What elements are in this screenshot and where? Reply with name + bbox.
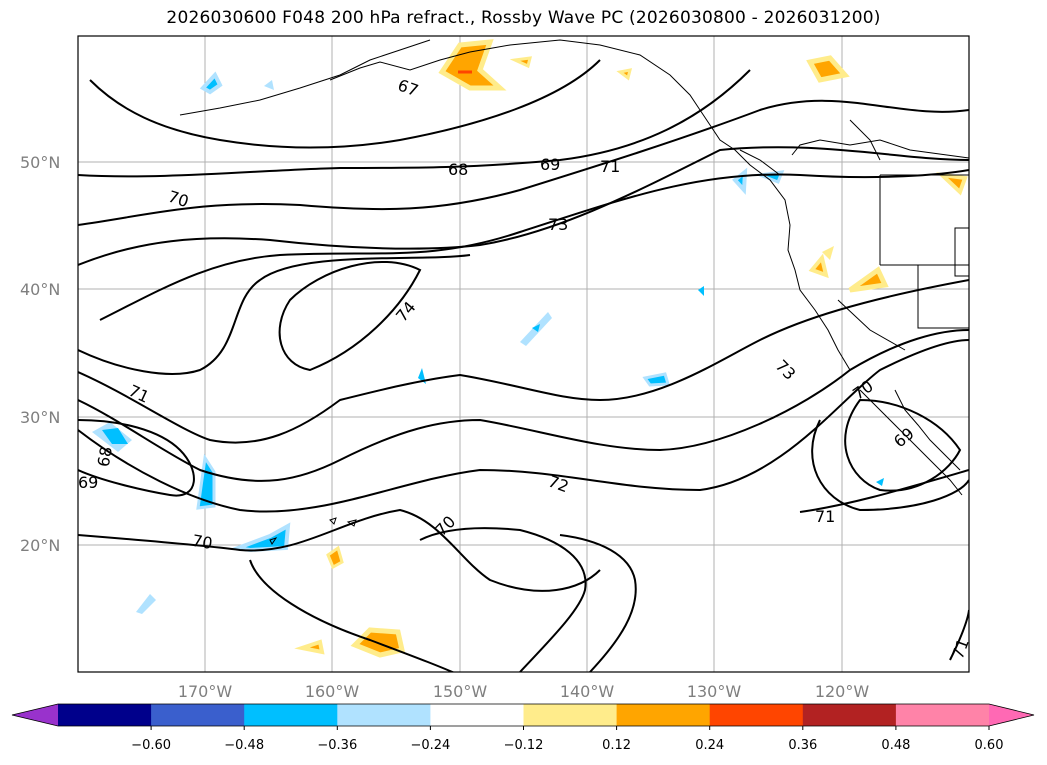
patch-small-2 bbox=[616, 68, 633, 81]
colorbar-tick-label: −0.48 bbox=[224, 738, 264, 753]
contour-label: 71 bbox=[600, 157, 620, 176]
latitude-labels: 50°N 40°N 30°N 20°N bbox=[20, 153, 60, 555]
coast-baja bbox=[859, 389, 963, 496]
lon-label-160w: 160°W bbox=[305, 682, 360, 701]
colorbar-cell bbox=[337, 704, 431, 726]
contour-70c bbox=[249, 559, 455, 672]
lon-label-150w: 150°W bbox=[433, 682, 488, 701]
coast-vancouver bbox=[739, 149, 781, 176]
lon-label-130w: 130°W bbox=[687, 682, 742, 701]
colorbar-cell bbox=[895, 704, 990, 726]
colorbar-tick-label: 0.48 bbox=[881, 738, 910, 753]
lat-label-20n: 20°N bbox=[20, 536, 60, 555]
patch-n-12 bbox=[196, 453, 216, 510]
patch-calif-2 bbox=[822, 246, 834, 260]
patch-nevada bbox=[848, 266, 889, 293]
contour-label: 73 bbox=[548, 215, 568, 234]
patch-bc bbox=[806, 55, 850, 83]
positive-patches bbox=[294, 39, 968, 658]
map-frame bbox=[77, 35, 970, 673]
patch-n-7 bbox=[532, 324, 540, 332]
contours bbox=[78, 59, 969, 672]
colorbar-tick-label: 0.60 bbox=[975, 738, 1004, 753]
colorbar-tick-label: 0.24 bbox=[695, 738, 724, 753]
lon-label-140w: 140°W bbox=[560, 682, 615, 701]
contour-67 bbox=[89, 59, 601, 149]
patch-rockies bbox=[936, 172, 968, 196]
contour-71b bbox=[78, 339, 969, 513]
contour-71c bbox=[419, 527, 587, 672]
colorbar-cell bbox=[709, 704, 804, 726]
contour-label: 68 bbox=[448, 160, 468, 179]
contour-label: 71 bbox=[948, 636, 973, 662]
patch-n-1 bbox=[199, 71, 223, 95]
coast-aleutians bbox=[179, 39, 431, 116]
contour-70a bbox=[78, 99, 969, 226]
colorbar-tick-label: −0.36 bbox=[317, 738, 357, 753]
contour-68b bbox=[78, 419, 195, 497]
patch-n-11 bbox=[102, 428, 128, 444]
colorbar-tick-label: −0.12 bbox=[504, 738, 544, 753]
contour-71a bbox=[78, 146, 969, 266]
colorbar-cell bbox=[151, 704, 245, 726]
colorbar-tick-label: −0.24 bbox=[410, 738, 450, 753]
longitude-labels: 170°W 160°W 150°W 140°W 130°W 120°W bbox=[178, 682, 870, 701]
colorbar-tick-label: 0.36 bbox=[788, 738, 817, 753]
contour-68 bbox=[78, 69, 751, 178]
patch-small-1 bbox=[509, 56, 532, 69]
contour-label: 68 bbox=[94, 445, 116, 468]
contour-70b bbox=[78, 508, 601, 592]
colorbar-outline bbox=[11, 703, 1035, 727]
coast-bc-inland bbox=[791, 139, 969, 159]
patch-n-15 bbox=[876, 478, 884, 486]
patch-n-9 bbox=[642, 372, 670, 387]
contour-label: 70 bbox=[191, 531, 214, 553]
map-background bbox=[78, 36, 969, 672]
colorbar: −0.60 −0.48 −0.36 −0.24 −0.12 0.12 0.24 0.36 0.4… bbox=[11, 703, 1035, 753]
colorbar-cell bbox=[616, 704, 711, 726]
colorbar-cell bbox=[430, 704, 524, 726]
colorbar-cell bbox=[802, 704, 897, 726]
patch-calif-1 bbox=[808, 253, 829, 279]
lat-label-40n: 40°N bbox=[20, 280, 60, 299]
contour-72b bbox=[78, 329, 969, 482]
coastlines bbox=[179, 39, 969, 545]
patch-n-2 bbox=[264, 80, 274, 90]
patch-hawaii bbox=[326, 545, 344, 570]
colorbar-cell bbox=[244, 704, 338, 726]
colorbar-tick-label: −0.60 bbox=[131, 738, 171, 753]
contour-label: 69 bbox=[540, 155, 560, 174]
lat-label-30n: 30°N bbox=[20, 408, 60, 427]
contour-label: 71 bbox=[815, 507, 835, 526]
contour-73 bbox=[99, 169, 969, 321]
negative-patches bbox=[92, 71, 884, 614]
lon-label-120w: 120°W bbox=[815, 682, 870, 701]
lat-label-50n: 50°N bbox=[20, 153, 60, 172]
chart-title: 2026030600 F048 200 hPa refract., Rossby… bbox=[166, 8, 881, 28]
colorbar-extend-high bbox=[989, 704, 1034, 726]
colorbar-tick-label: 0.12 bbox=[602, 738, 631, 753]
contour-74 bbox=[278, 261, 422, 372]
patch-n-5 bbox=[698, 286, 704, 296]
patch-n-14 bbox=[136, 594, 156, 614]
contour-71d bbox=[559, 534, 637, 672]
contour-70d bbox=[811, 419, 969, 512]
colorbar-extend-low bbox=[12, 704, 58, 726]
contour-label: 69 bbox=[78, 473, 98, 492]
contour-72a bbox=[78, 279, 969, 444]
lon-label-170w: 170°W bbox=[178, 682, 233, 701]
colorbar-cell bbox=[58, 704, 152, 726]
contour-71e bbox=[799, 469, 969, 513]
patch-gulf-alaska bbox=[438, 39, 507, 91]
coast-mainland bbox=[329, 39, 851, 371]
patch-south-1 bbox=[294, 639, 325, 655]
border-ca-nv bbox=[837, 299, 906, 351]
contour-73b bbox=[78, 254, 471, 375]
colorbar-cell bbox=[523, 704, 618, 726]
